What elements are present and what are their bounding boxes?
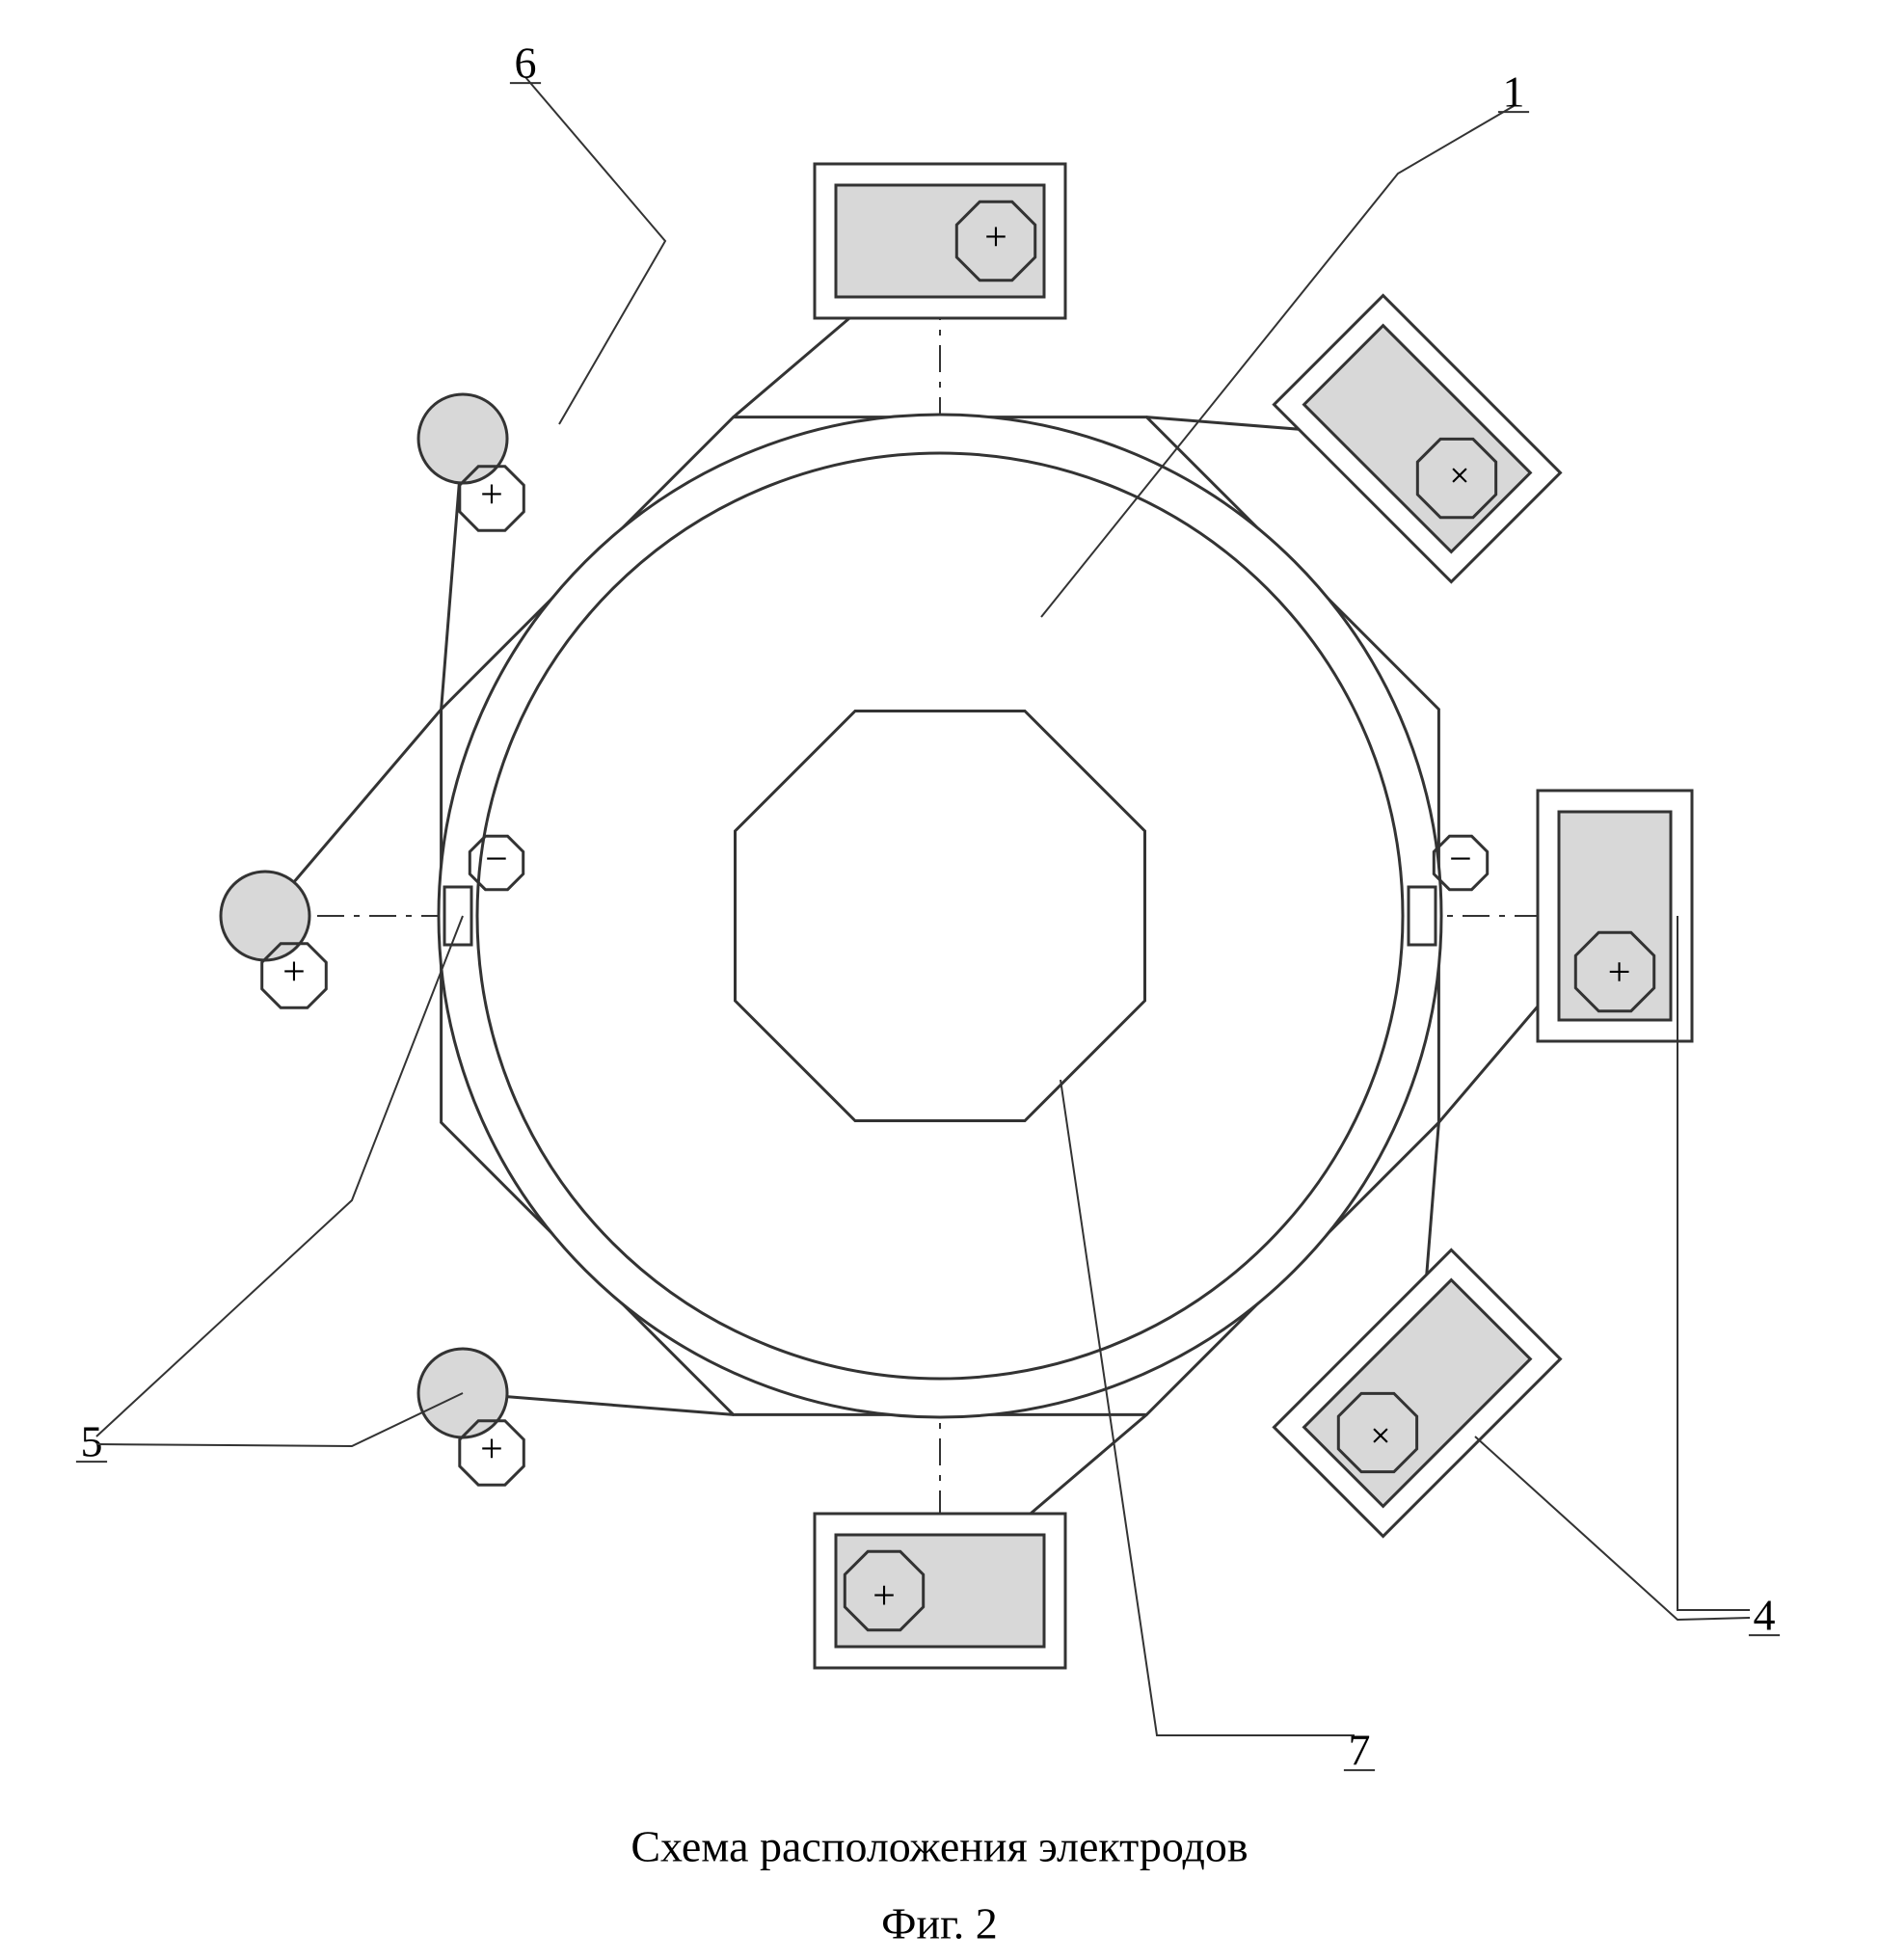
caption-line-2: Фиг. 2 — [881, 1899, 998, 1948]
rect-electrode-0: + — [815, 164, 1065, 318]
plus-label-circle-0: + — [480, 473, 503, 518]
plus-label-rect-0: + — [984, 216, 1007, 260]
circle-electrode-0 — [418, 394, 507, 483]
callout-label-7: 7 — [1349, 1726, 1371, 1775]
rect-electrode-2: + — [1538, 791, 1692, 1041]
callout-label-4: 4 — [1754, 1591, 1776, 1640]
minus-label-1: − — [1449, 838, 1472, 882]
minus-label-0: − — [485, 838, 508, 882]
callout-label-5: 5 — [81, 1417, 103, 1466]
plus-label-rect-4: + — [872, 1571, 896, 1616]
callout-label-1: 1 — [1503, 67, 1525, 117]
electrode-layout-diagram: −−++++++++16547Схема расположения электр… — [0, 0, 1879, 1960]
circle-electrode-2 — [418, 1349, 507, 1437]
rect-electrode-4: + — [815, 1514, 1065, 1668]
ring-tab-1 — [1409, 887, 1436, 945]
plus-label-circle-1: + — [282, 951, 306, 995]
caption-line-1: Схема расположения электродов — [631, 1822, 1248, 1871]
callout-label-6: 6 — [515, 39, 537, 88]
ring-inner-circle — [477, 453, 1403, 1379]
ring-tab-0 — [444, 887, 471, 945]
plus-label-rect-2: + — [1596, 960, 1640, 983]
circle-electrode-1 — [221, 872, 309, 960]
plus-label-circle-2: + — [480, 1428, 503, 1472]
